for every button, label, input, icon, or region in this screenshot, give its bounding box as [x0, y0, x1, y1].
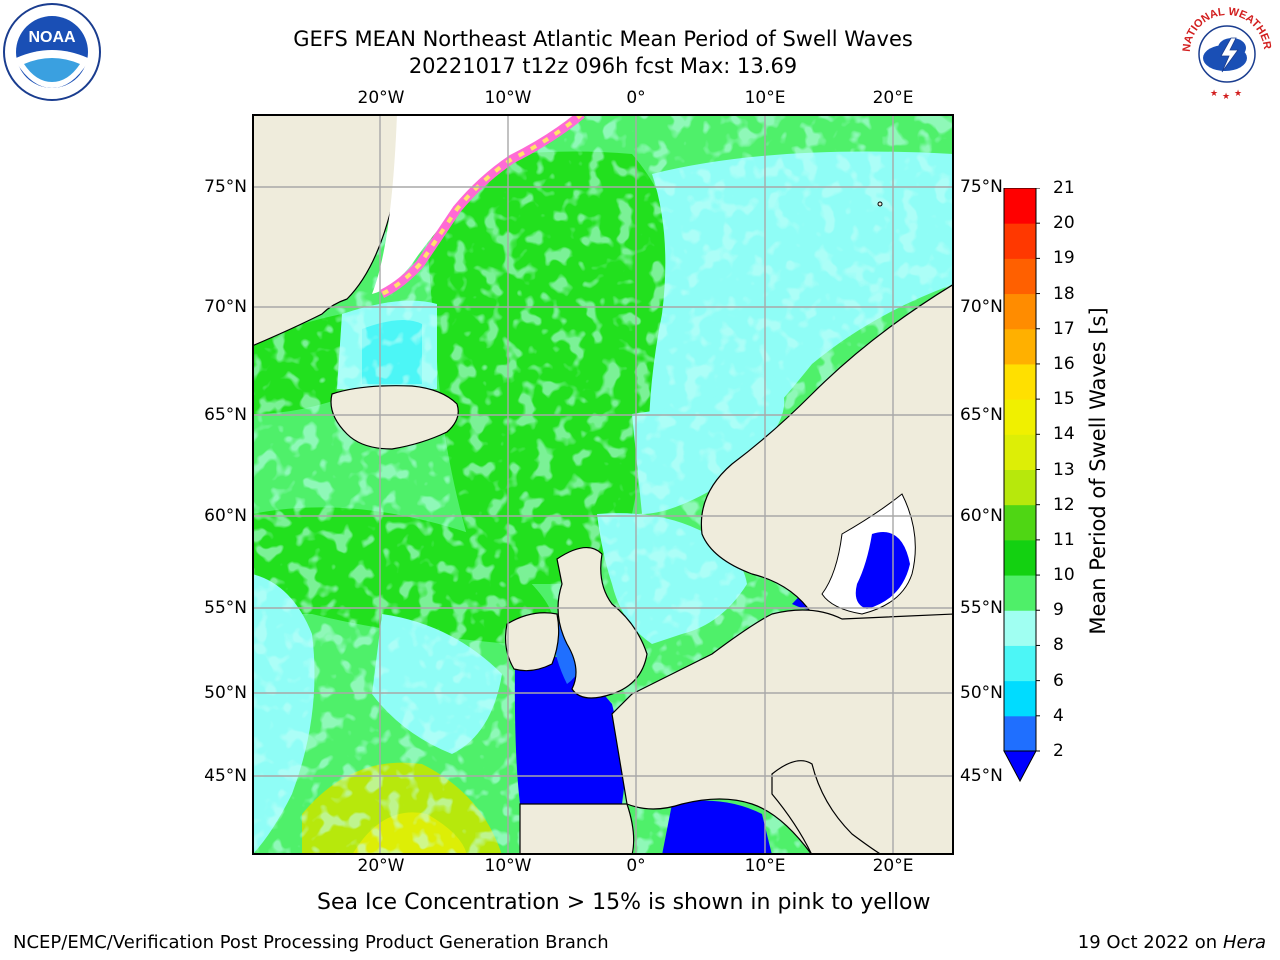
colorbar: [1000, 187, 1042, 783]
colorbar-segment: [1004, 715, 1036, 752]
lat-tick-left-65: 65°N: [204, 405, 247, 425]
lat-tick-left-45: 45°N: [204, 766, 247, 786]
colorbar-level-label: 8: [1053, 635, 1064, 656]
footer-host: Hera: [1222, 932, 1266, 953]
colorbar-segment: [1004, 223, 1036, 259]
chart-title-line2: 20221017 t12z 096h fcst Max: 13.69: [408, 54, 798, 78]
colorbar-segment: [1004, 328, 1036, 365]
land-italy: [771, 760, 882, 854]
colorbar-segment: [1004, 539, 1036, 576]
colorbar-level-label: 15: [1053, 389, 1075, 410]
lat-tick-right-45: 45°N: [960, 766, 1003, 786]
colorbar-title: Mean Period of Swell Waves [s]: [1086, 307, 1110, 635]
colorbar-level-label: 19: [1053, 248, 1075, 269]
lon-tick-bottom-5: 20°E: [872, 856, 914, 876]
colorbar-segment: [1004, 610, 1036, 646]
footer-date: 19 Oct 2022 on: [1077, 932, 1223, 953]
lon-tick-top-4: 10°E: [744, 88, 786, 108]
lon-tick-bottom-3: 0°: [626, 856, 646, 876]
lat-tick-left-70: 70°N: [204, 297, 247, 317]
colorbar-level-label: 12: [1053, 494, 1075, 515]
colorbar-segment: [1004, 434, 1036, 470]
colorbar-level-label: 21: [1053, 178, 1075, 198]
sea-ice-caption: Sea Ice Concentration > 15% is shown in …: [317, 890, 931, 915]
lon-tick-top-2: 10°W: [484, 88, 532, 108]
graticule: [253, 115, 953, 854]
lat-tick-right-70: 70°N: [960, 297, 1003, 317]
lon-tick-bottom-2: 10°W: [484, 856, 532, 876]
lat-tick-right-75: 75°N: [960, 177, 1003, 197]
colorbar-level-label: 18: [1053, 283, 1075, 304]
colorbar-segment: [1004, 293, 1036, 330]
lat-tick-right-55: 55°N: [960, 598, 1003, 618]
lat-tick-left-60: 60°N: [204, 506, 247, 526]
land-ireland: [504, 612, 560, 672]
svg-text:★: ★: [1234, 89, 1242, 99]
colorbar-level-label: 17: [1053, 318, 1075, 339]
colorbar-segment: [1004, 399, 1036, 435]
land-iceland: [330, 385, 459, 450]
colorbar-segment: [1004, 469, 1036, 506]
map-panel: [252, 114, 954, 855]
land-europe: [611, 609, 953, 854]
greenland-ice-white: [372, 115, 581, 294]
colorbar-level-label: 16: [1053, 353, 1075, 374]
lat-tick-right-60: 60°N: [960, 506, 1003, 526]
colorbar-level-label: 10: [1053, 565, 1075, 586]
lon-tick-top-5: 20°E: [872, 88, 914, 108]
colorbar-level-label: 14: [1053, 424, 1075, 445]
lat-tick-left-50: 50°N: [204, 683, 247, 703]
colorbar-segment: [1004, 363, 1036, 400]
lat-tick-right-50: 50°N: [960, 683, 1003, 703]
colorbar-segment: [1004, 258, 1036, 295]
colorbar-level-label: 20: [1053, 213, 1075, 234]
footer-right: 19 Oct 2022 on Hera: [1078, 932, 1266, 953]
lon-tick-top-3: 0°: [626, 88, 646, 108]
ocean-blue-med: [662, 800, 772, 854]
colorbar-segment: [1004, 680, 1036, 717]
land-iberia: [519, 803, 635, 854]
colorbar-segment: [1004, 575, 1036, 611]
colorbar-level-label: 9: [1053, 600, 1064, 621]
colorbar-under-triangle: [1003, 750, 1037, 783]
colorbar-level-label: 11: [1053, 529, 1075, 550]
nws-logo: NATIONAL WEATHER SERVICE ★★★: [1172, 0, 1278, 102]
lon-tick-bottom-1: 20°W: [357, 856, 405, 876]
lat-tick-right-65: 65°N: [960, 405, 1003, 425]
colorbar-level-label: 2: [1053, 741, 1064, 761]
lat-tick-left-55: 55°N: [204, 598, 247, 618]
svg-text:NOAA: NOAA: [28, 29, 76, 46]
colorbar-level-label: 13: [1053, 459, 1075, 480]
svg-text:★: ★: [1210, 89, 1218, 99]
chart-title-line1: GEFS MEAN Northeast Atlantic Mean Period…: [293, 27, 913, 51]
noaa-logo: NOAA: [2, 2, 102, 102]
svg-text:★: ★: [1222, 92, 1230, 102]
lat-tick-left-75: 75°N: [204, 177, 247, 197]
baltic-blue-fill: [855, 532, 910, 609]
lon-tick-top-1: 20°W: [357, 88, 405, 108]
colorbar-level-label: 6: [1053, 670, 1064, 691]
colorbar-segment: [1004, 504, 1036, 541]
land-great-britain: [556, 547, 648, 699]
footer-left: NCEP/EMC/Verification Post Processing Pr…: [13, 932, 609, 953]
colorbar-segment: [1004, 645, 1036, 682]
lon-tick-bottom-4: 10°E: [744, 856, 786, 876]
colorbar-level-label: 4: [1053, 705, 1064, 726]
colorbar-segment: [1004, 188, 1036, 224]
